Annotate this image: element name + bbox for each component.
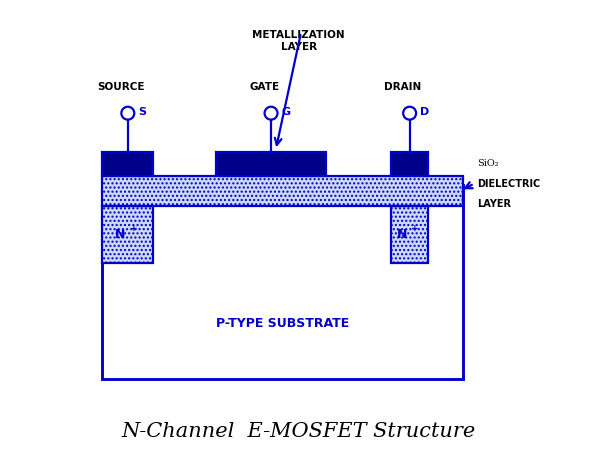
Bar (102, 176, 463, 206)
Text: GATE: GATE (249, 82, 279, 92)
Bar (102, 206, 153, 263)
Bar (102, 176, 463, 206)
Text: +: + (129, 225, 137, 233)
Text: DRAIN: DRAIN (384, 82, 421, 92)
Text: LAYER: LAYER (477, 199, 511, 209)
Text: N: N (397, 228, 407, 241)
Text: N: N (115, 228, 126, 241)
Text: S: S (138, 107, 146, 117)
Bar (216, 152, 326, 176)
Bar (102, 206, 153, 263)
Bar (391, 152, 428, 176)
Text: SOURCE: SOURCE (97, 82, 145, 92)
Bar (102, 152, 153, 176)
Text: P-TYPE SUBSTRATE: P-TYPE SUBSTRATE (216, 317, 349, 330)
Bar (102, 185, 463, 379)
Bar (391, 206, 428, 263)
Text: METALLIZATION
LAYER: METALLIZATION LAYER (253, 30, 345, 52)
Text: SiO₂: SiO₂ (477, 159, 498, 169)
Text: N-Channel  E-MOSFET Structure: N-Channel E-MOSFET Structure (121, 422, 476, 442)
Text: DIELECTRIC: DIELECTRIC (477, 179, 540, 189)
Text: D: D (420, 107, 429, 117)
Text: G: G (281, 107, 290, 117)
Text: +: + (411, 225, 419, 233)
Bar (391, 206, 428, 263)
